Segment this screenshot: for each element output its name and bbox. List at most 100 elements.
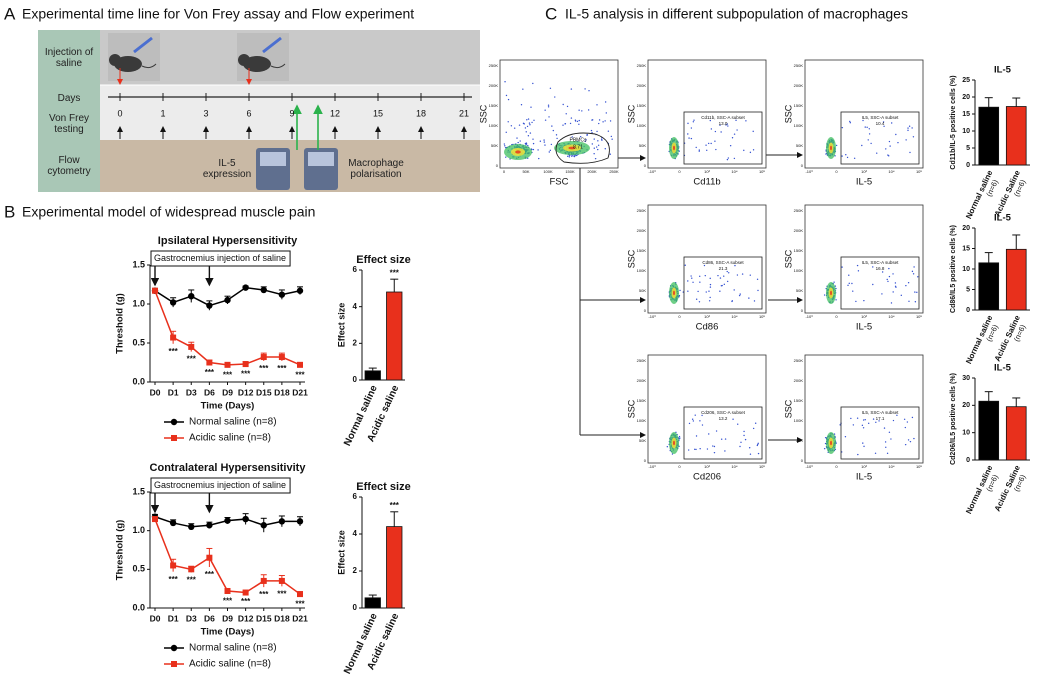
point [278,291,286,298]
event-dot [595,146,598,148]
density-core [830,290,832,296]
event-dot [743,149,745,152]
event-dot [756,444,759,447]
event-dot [593,138,595,140]
x-tick-label: D0 [150,387,161,397]
category-label-group: Acidic Saline(n=6) [993,463,1028,512]
event-dot [825,153,827,155]
event-dot [503,143,506,145]
chart-title: Contralateral Hypersensitivity [150,462,307,474]
density-core [673,290,675,296]
bar [978,262,1000,311]
y-tick-label: 0 [353,603,358,612]
x-tick-label: D18 [274,387,290,397]
event-dot [736,274,739,276]
gate-label: Cd206, SSC-A subset [701,410,746,415]
point [206,302,213,309]
event-dot [872,283,874,286]
event-dot [543,139,545,141]
event-dot [752,149,755,151]
flow-tick-label: -10³ [805,464,813,469]
point [278,354,285,361]
event-dot [691,418,694,420]
event-dot [907,439,910,441]
event-dot [538,157,540,160]
chart-title: IL-5 [994,65,1012,76]
point [224,587,231,594]
event-dot [549,87,552,89]
y-tick-label: 1.0 [132,298,145,308]
event-dot [550,143,553,146]
flow-tick-label: 0 [801,458,804,463]
event-dot [687,449,690,451]
x-tick-label: D3 [186,387,197,397]
significance: *** [259,364,269,373]
event-dot [569,122,572,125]
event-dot [688,422,691,425]
event-dot [892,291,894,293]
flow-tick-label: -10³ [648,169,656,174]
day-label: 18 [416,108,426,118]
y-tick-label: 0.5 [132,337,145,347]
y-axis-label: Effect size [336,303,346,348]
event-dot [724,438,727,440]
flow-tick-label: 10⁴ [731,464,737,469]
flow-axis-label: SSC [783,104,793,123]
point [206,522,213,529]
event-dot [602,121,604,123]
event-dot [566,105,569,108]
gate [683,111,763,165]
point [242,515,249,523]
gate-label: IL5, SSC-A subset [862,115,900,120]
flow-tick-label: 10³ [861,464,867,469]
x-axis-label: Time (Days) [201,627,255,638]
event-dot [712,445,714,447]
event-dot [695,448,697,451]
event-dot [532,148,535,151]
flow-tick-label: 100K [794,418,804,423]
event-dot [909,440,912,443]
flow-tick-label: 0 [644,458,647,463]
event-dot [699,275,701,277]
event-dot [524,127,527,129]
y-axis-label: Threshold (g) [115,293,126,354]
event-dot [903,418,906,421]
event-dot [588,90,590,92]
event-dot [678,435,681,438]
event-dot [839,424,841,426]
event-dot [749,274,751,276]
chart-title: IL-5 [994,363,1012,374]
flow-tick-label: 0 [644,308,647,313]
event-dot [734,264,736,267]
event-dot [890,122,893,124]
event-dot [688,137,690,139]
event-dot [529,132,532,134]
event-dot [698,150,700,152]
flow-tick-label: 150K [794,248,804,253]
flow-tick-label: 250K [637,208,647,213]
event-dot [687,290,689,292]
event-dot [835,299,837,301]
flow-axis-label: SSC [783,399,793,418]
event-dot [570,88,573,90]
event-dot [605,112,608,114]
density-core [673,145,675,151]
event-dot [562,124,564,126]
event-dot [885,446,887,448]
event-dot [727,125,729,127]
flow-tick-label: 50K [639,438,646,443]
event-dot [841,266,843,268]
event-dot [729,145,732,147]
flow-tick-label: 10³ [704,169,710,174]
event-dot [587,109,590,111]
point [297,591,303,598]
event-dot [719,277,722,279]
y-tick-label: 0 [966,307,970,314]
event-dot [740,441,742,444]
event-dot [609,120,612,122]
event-dot [720,131,722,133]
event-dot [884,441,887,443]
event-dot [916,291,918,294]
event-dot [725,124,727,126]
y-axis-label: Cd11b/IL-5 positive cells (%) [950,75,957,169]
